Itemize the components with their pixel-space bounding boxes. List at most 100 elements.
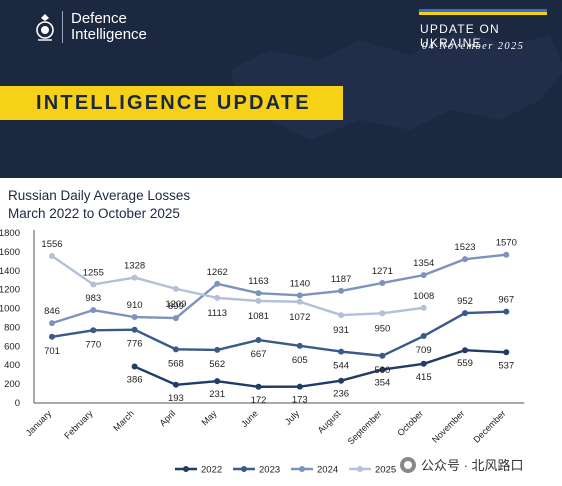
- crest-icon: [36, 14, 54, 41]
- y-tick-label: 200: [4, 379, 20, 390]
- data-point-2024: [49, 320, 55, 327]
- data-label-2024: 1570: [496, 238, 517, 249]
- x-tick-label: September: [346, 408, 384, 446]
- legend-label-2023: 2023: [259, 465, 280, 476]
- legend-label-2024: 2024: [317, 465, 338, 476]
- data-label-2025: 1008: [413, 291, 434, 302]
- data-point-2024: [338, 287, 345, 294]
- data-label-2025: 1209: [165, 299, 186, 310]
- data-point-2023: [172, 346, 179, 353]
- y-tick-label: 1000: [0, 304, 20, 315]
- x-tick-label: April: [158, 408, 178, 428]
- brand-line2: Intelligence: [71, 26, 147, 43]
- data-point-2022: [420, 360, 427, 367]
- data-point-2024: [172, 315, 179, 322]
- data-point-2025: [49, 253, 55, 260]
- data-point-2022: [379, 366, 386, 373]
- data-label-2024: 1140: [290, 278, 310, 289]
- y-tick-label: 1600: [0, 247, 20, 258]
- data-point-2022: [255, 383, 262, 390]
- data-point-2024: [462, 256, 468, 263]
- data-label-2023: 500: [374, 365, 390, 376]
- data-point-2022: [172, 381, 179, 388]
- data-label-2025: 950: [374, 323, 390, 334]
- data-label-2023: 605: [292, 355, 308, 366]
- data-label-2025: 1081: [248, 311, 269, 322]
- data-label-2024: 1187: [331, 274, 351, 285]
- data-point-2023: [420, 333, 427, 340]
- x-tick-label: November: [430, 408, 466, 444]
- data-label-2025: 1072: [289, 312, 310, 323]
- data-point-2024: [379, 279, 386, 286]
- data-point-2024: [90, 307, 97, 314]
- data-label-2024: 846: [44, 306, 60, 317]
- data-label-2025: 1255: [83, 267, 104, 278]
- data-point-2023: [90, 327, 97, 334]
- data-label-2024: 1354: [413, 258, 434, 269]
- data-label-2023: 967: [498, 295, 514, 306]
- data-point-2022: [338, 377, 345, 384]
- data-label-2025: 931: [333, 325, 349, 336]
- data-point-2024: [296, 292, 303, 299]
- data-point-2022: [462, 347, 468, 354]
- legend-marker-2025: [357, 466, 363, 472]
- data-label-2025: 1328: [124, 261, 145, 272]
- data-point-2025: [296, 298, 303, 305]
- data-label-2022: 236: [333, 389, 349, 400]
- intelligence-update-banner: INTELLIGENCE UPDATE: [0, 86, 343, 120]
- brand-line1: Defence: [71, 10, 127, 27]
- data-point-2023: [338, 348, 345, 355]
- banner-title: INTELLIGENCE UPDATE: [36, 92, 311, 114]
- data-label-2022: 415: [416, 372, 432, 383]
- data-point-2023: [296, 342, 303, 349]
- data-point-2025: [379, 310, 386, 317]
- y-tick-label: 1400: [0, 266, 20, 277]
- data-label-2024: 983: [85, 293, 101, 304]
- data-label-2022: 173: [292, 395, 308, 406]
- data-point-2022: [214, 378, 221, 385]
- series-line-2023: [51, 310, 507, 357]
- data-label-2022: 193: [168, 393, 184, 404]
- chart-title-line1: Russian Daily Average Losses: [8, 188, 191, 203]
- series-line-2024: [51, 253, 507, 325]
- x-tick-label: February: [62, 408, 95, 441]
- data-label-2024: 1163: [248, 276, 268, 287]
- data-point-2025: [90, 281, 97, 288]
- watermark-text: 公众号 · 北风路口: [421, 458, 524, 473]
- data-label-2022: 559: [457, 358, 473, 369]
- data-label-2022: 537: [498, 360, 514, 371]
- x-tick-label: July: [283, 408, 302, 427]
- x-tick-label: May: [200, 408, 219, 427]
- y-tick-label: 1200: [0, 285, 20, 296]
- legend-label-2025: 2025: [375, 465, 396, 476]
- data-label-2023: 667: [251, 349, 267, 360]
- data-label-2025: 1556: [41, 239, 62, 250]
- y-tick-label: 600: [4, 341, 20, 352]
- wechat-icon: [400, 456, 416, 473]
- data-point-2022: [503, 349, 510, 356]
- x-tick-label: October: [395, 408, 425, 438]
- ukraine-flag: [419, 9, 547, 15]
- data-point-2022: [296, 383, 303, 390]
- data-label-2023: 562: [209, 359, 225, 370]
- data-label-2024: 1523: [454, 242, 475, 253]
- update-date: 04 November 2025: [422, 41, 525, 52]
- y-tick-label: 1800: [0, 228, 20, 239]
- data-label-2023: 568: [168, 358, 184, 369]
- watermark: 公众号 · 北风路口: [400, 455, 524, 474]
- data-label-2025: 1113: [207, 308, 227, 319]
- data-point-2025: [214, 294, 221, 301]
- data-label-2022: 354: [374, 378, 390, 389]
- x-tick-label: December: [471, 408, 507, 444]
- data-label-2022: 172: [251, 395, 267, 406]
- data-point-2025: [255, 297, 262, 304]
- data-point-2023: [503, 308, 510, 315]
- data-point-2025: [131, 274, 138, 281]
- x-tick-label: August: [316, 408, 343, 435]
- series-line-2025: [51, 255, 424, 317]
- data-point-2024: [214, 280, 221, 287]
- data-point-2023: [49, 333, 55, 340]
- data-point-2024: [503, 251, 510, 258]
- x-tick-label: March: [111, 408, 136, 433]
